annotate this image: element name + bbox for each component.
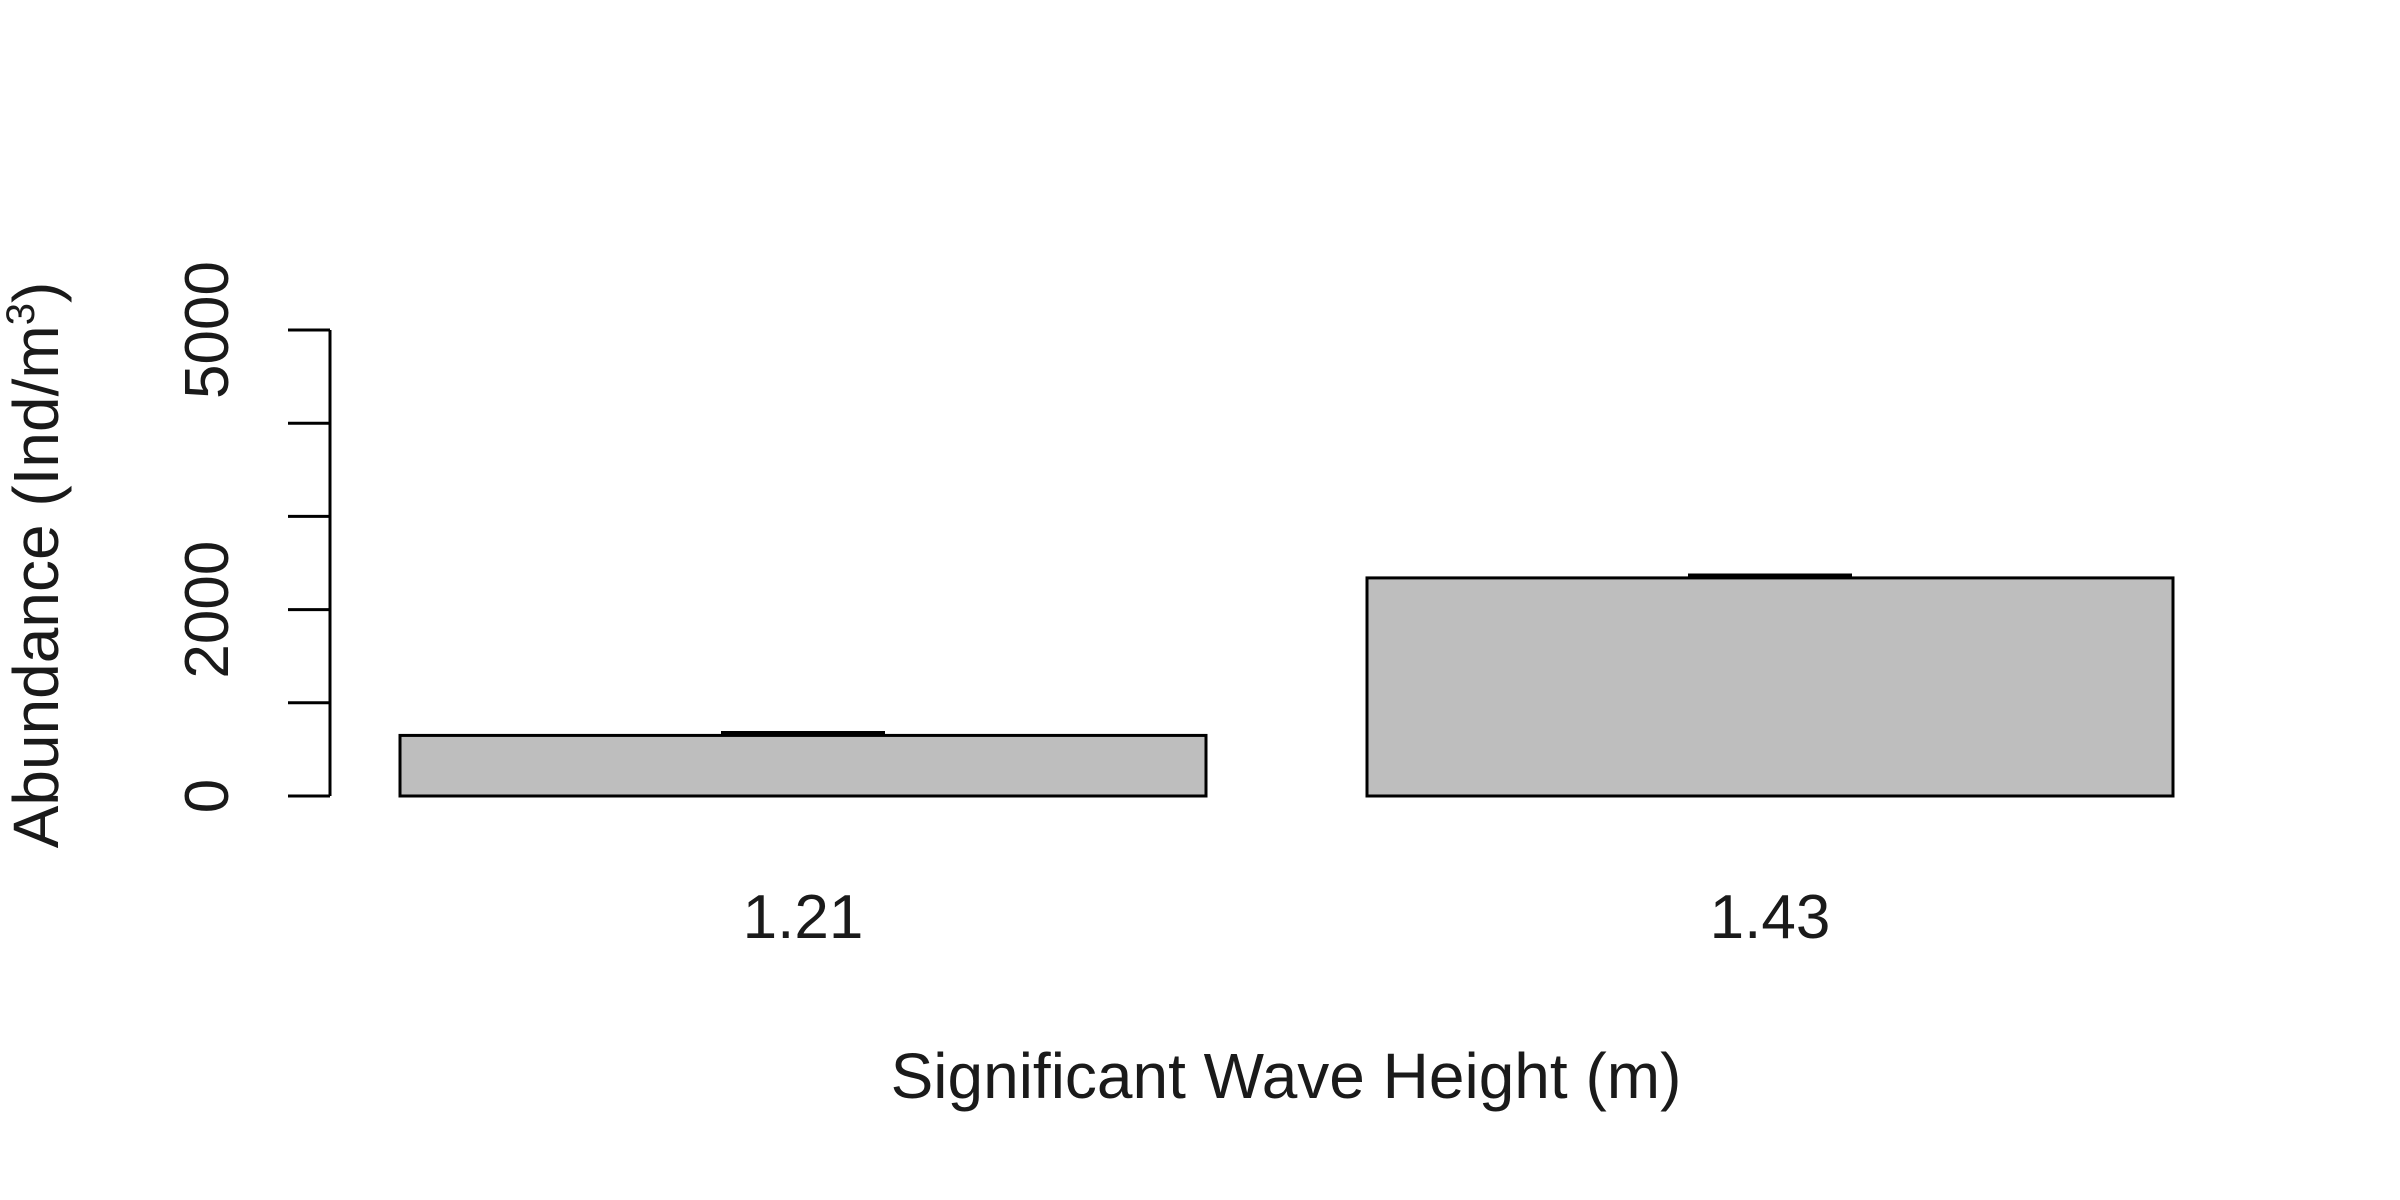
y-tick-label: 0 xyxy=(173,779,242,813)
x-category-label: 1.21 xyxy=(743,883,864,952)
y-axis: 0 2000 5000 xyxy=(173,261,332,813)
y-axis-title-superscript: 3 xyxy=(0,303,43,325)
y-axis-title-suffix: ) xyxy=(0,282,72,303)
x-axis-labels: 1.21 1.43 xyxy=(743,883,1831,952)
y-axis-title-main: Abundance (Ind/m xyxy=(0,325,72,848)
bar xyxy=(1365,576,2175,798)
y-axis-title: Abundance (Ind/m3) xyxy=(0,282,72,849)
x-axis-title: Significant Wave Height (m) xyxy=(891,1040,1682,1112)
bars xyxy=(398,573,2175,798)
y-tick-label: 2000 xyxy=(173,541,242,679)
x-category-label: 1.43 xyxy=(1710,883,1831,952)
y-tick-label: 5000 xyxy=(173,261,242,399)
bar xyxy=(398,733,1208,798)
